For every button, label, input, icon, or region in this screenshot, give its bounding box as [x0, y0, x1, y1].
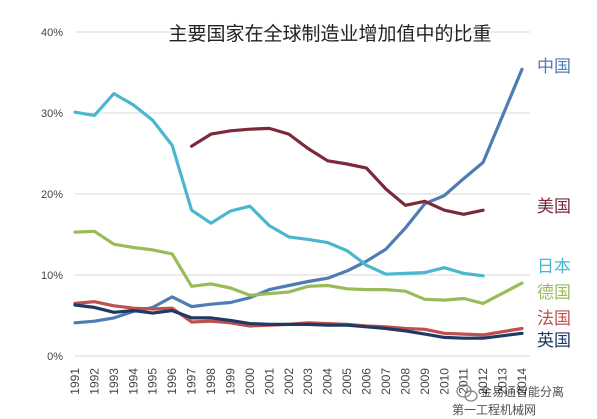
x-tick-label: 2004 [321, 368, 335, 395]
x-tick-label: 1999 [223, 368, 237, 395]
wechat-logo-icon [456, 384, 478, 402]
x-tick-label: 2010 [437, 368, 451, 395]
y-axis-ticks: 0% 10% 20% 30% 40% [41, 27, 63, 363]
x-tick-label: 1995 [146, 368, 160, 395]
gridlines [75, 31, 530, 357]
y-tick-label: 20% [41, 189, 63, 201]
y-tick-label: 40% [41, 27, 63, 39]
x-tick-label: 2007 [379, 368, 393, 395]
y-tick-label: 10% [41, 270, 63, 282]
x-tick-label: 1991 [68, 368, 82, 395]
series-line-中国 [73, 67, 524, 325]
x-tick-label: 2003 [301, 368, 315, 395]
x-tick-label: 2011 [457, 368, 471, 394]
x-tick-label: 2001 [262, 368, 276, 395]
x-tick-label: 2000 [243, 368, 257, 395]
series-line-美国 [190, 126, 485, 216]
series-line-日本 [73, 91, 485, 278]
y-tick-label: 0% [47, 351, 63, 363]
legend-label: 美国 [537, 197, 571, 217]
watermark-line2: 第一工程机械网 [452, 402, 536, 417]
x-tick-label: 1997 [185, 368, 199, 395]
legend-label: 德国 [537, 283, 571, 303]
x-tick-label: 1992 [87, 368, 101, 395]
x-tick-label: 2005 [340, 368, 354, 395]
legend-label: 英国 [537, 331, 571, 351]
legend-label: 中国 [537, 57, 571, 77]
x-tick-label: 1996 [165, 368, 179, 395]
x-tick-label: 2014 [515, 368, 529, 395]
x-tick-label: 2006 [360, 368, 374, 395]
x-tick-label: 2009 [418, 368, 432, 395]
x-tick-label: 2002 [282, 368, 296, 395]
watermark: 金易通智能分离 第一工程机械网 [452, 384, 564, 417]
series-line-英国 [73, 303, 524, 340]
x-tick-label: 2013 [496, 368, 510, 395]
x-tick-label: 1994 [126, 368, 140, 395]
x-tick-label: 2012 [476, 368, 490, 395]
y-tick-label: 30% [41, 108, 63, 120]
series-line-法国 [73, 300, 524, 337]
legend-label: 日本 [537, 257, 571, 277]
watermark-line1: 金易通智能分离 [480, 384, 564, 399]
x-tick-label: 1993 [107, 368, 121, 395]
series-lines [73, 67, 524, 340]
x-tick-label: 1998 [204, 368, 218, 395]
series-line-德国 [73, 229, 524, 305]
chart-title: 主要国家在全球制造业增加值中的比重 [168, 23, 491, 45]
x-tick-label: 2008 [398, 368, 412, 395]
legend-label: 法国 [537, 309, 571, 329]
x-axis-ticks: 1991 1992 1993 1994 1995 1996 1997 1998 1999 2000… [68, 368, 529, 395]
